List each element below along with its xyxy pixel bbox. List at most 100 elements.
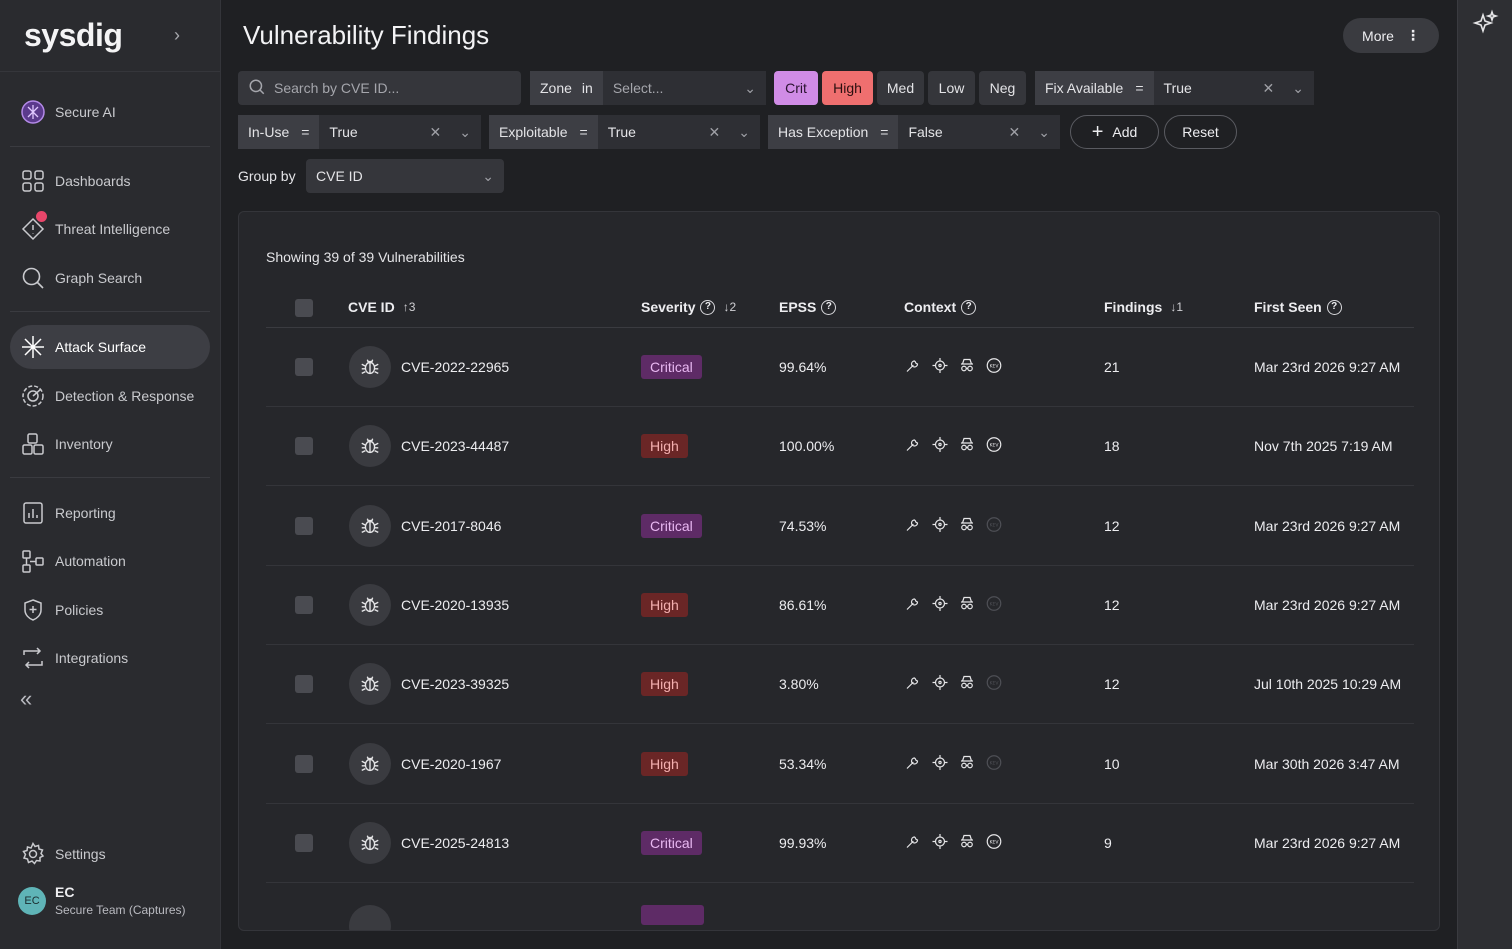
wrench-fix-icon[interactable] bbox=[904, 674, 922, 695]
column-epss[interactable]: EPSS ? bbox=[779, 299, 837, 315]
sidebar-item-reporting[interactable]: Reporting bbox=[10, 491, 210, 535]
table-row[interactable]: CVE-2020-13935 High 86.61% KEV 12 Mar 23rd 20… bbox=[266, 566, 1414, 645]
wrench-fix-icon[interactable] bbox=[904, 357, 922, 378]
chevron-down-icon[interactable]: ⌄ bbox=[459, 123, 471, 140]
add-filter-button[interactable]: + Add bbox=[1070, 115, 1159, 149]
close-icon[interactable]: ✕ bbox=[1262, 79, 1275, 96]
target-exploitable-icon[interactable] bbox=[931, 753, 949, 774]
column-findings[interactable]: Findings ↓1 bbox=[1104, 299, 1183, 315]
spy-in-use-icon[interactable] bbox=[958, 515, 976, 536]
wrench-fix-icon[interactable] bbox=[904, 515, 922, 536]
spy-in-use-icon[interactable] bbox=[958, 357, 976, 378]
has-exception-value[interactable]: False ✕ ⌄ bbox=[898, 115, 1060, 149]
chevron-down-icon[interactable]: ⌄ bbox=[1038, 123, 1050, 140]
spy-in-use-icon[interactable] bbox=[958, 436, 976, 457]
wrench-fix-icon[interactable] bbox=[904, 594, 922, 615]
table-row[interactable]: CVE-2017-8046 Critical 74.53% KEV 12 Mar 23rd… bbox=[266, 487, 1414, 566]
help-icon[interactable]: ? bbox=[700, 299, 716, 315]
checkbox[interactable] bbox=[295, 595, 313, 614]
zone-filter[interactable]: Zone in Select... ⌄ bbox=[530, 71, 766, 105]
close-icon[interactable]: ✕ bbox=[1008, 123, 1021, 140]
exploitable-filter[interactable]: Exploitable = True ✕ ⌄ bbox=[489, 115, 760, 149]
severity-chip-med[interactable]: Med bbox=[877, 71, 924, 105]
target-exploitable-icon[interactable] bbox=[931, 594, 949, 615]
collapse-sidebar-icon[interactable]: « bbox=[20, 686, 33, 711]
row-checkbox[interactable] bbox=[295, 833, 313, 852]
zone-select[interactable]: Select... ⌄ bbox=[602, 71, 766, 105]
in-use-filter[interactable]: In-Use = True ✕ ⌄ bbox=[238, 115, 481, 149]
close-icon[interactable]: ✕ bbox=[708, 123, 721, 140]
select-all-checkbox[interactable] bbox=[295, 299, 313, 317]
severity-chip-neg[interactable]: Neg bbox=[979, 71, 1026, 105]
wrench-fix-icon[interactable] bbox=[904, 753, 922, 774]
target-exploitable-icon[interactable] bbox=[931, 832, 949, 853]
sparkle-ai-icon[interactable] bbox=[1472, 9, 1500, 40]
sidebar-item-threat-intelligence[interactable]: Threat Intelligence bbox=[10, 207, 210, 251]
target-exploitable-icon[interactable] bbox=[931, 515, 949, 536]
cve-id-link[interactable]: CVE-2022-22965 bbox=[401, 359, 510, 375]
cve-id-link[interactable]: CVE-2017-8046 bbox=[401, 517, 502, 534]
spy-in-use-icon[interactable] bbox=[958, 832, 976, 853]
checkbox[interactable] bbox=[295, 833, 313, 852]
checkbox[interactable] bbox=[295, 437, 313, 456]
chevron-down-icon[interactable]: ⌄ bbox=[744, 79, 756, 96]
help-icon[interactable]: ? bbox=[821, 299, 837, 315]
sidebar-item-inventory[interactable]: Inventory bbox=[10, 422, 210, 466]
column-context[interactable]: Context ? bbox=[904, 299, 977, 315]
row-checkbox[interactable] bbox=[295, 437, 313, 456]
spy-in-use-icon[interactable] bbox=[958, 753, 976, 774]
has-exception-filter[interactable]: Has Exception = False ✕ ⌄ bbox=[768, 115, 1060, 149]
close-icon[interactable]: ✕ bbox=[429, 123, 442, 140]
exploitable-value[interactable]: True ✕ ⌄ bbox=[597, 115, 760, 149]
in-use-value[interactable]: True ✕ ⌄ bbox=[319, 115, 481, 149]
user-profile[interactable]: EC EC Secure Team (Captures) bbox=[18, 884, 186, 917]
table-row[interactable]: CVE-2023-44487 High 100.00% KEV 18 Nov 7th 20… bbox=[266, 407, 1414, 487]
checkbox[interactable] bbox=[295, 358, 313, 376]
target-exploitable-icon[interactable] bbox=[931, 436, 949, 457]
kev-icon[interactable]: KEV bbox=[985, 515, 1003, 536]
column-cve-id[interactable]: CVE ID ↑3 bbox=[348, 299, 415, 315]
sidebar-item-integrations[interactable]: Integrations bbox=[10, 636, 210, 680]
table-row[interactable]: CVE-2023-39325 High 3.80% KEV 12 Jul 10th 202… bbox=[266, 645, 1414, 725]
cve-id-link[interactable]: CVE-2023-39325 bbox=[401, 676, 510, 693]
checkbox[interactable] bbox=[295, 516, 313, 535]
column-first-seen[interactable]: First Seen ? bbox=[1254, 299, 1342, 315]
checkbox[interactable] bbox=[295, 675, 313, 694]
row-checkbox[interactable] bbox=[295, 595, 313, 614]
kev-icon[interactable]: KEV bbox=[985, 832, 1003, 853]
cve-id-link[interactable]: CVE-2023-44487 bbox=[401, 438, 510, 455]
kev-icon[interactable]: KEV bbox=[985, 674, 1003, 695]
target-exploitable-icon[interactable] bbox=[931, 674, 949, 695]
sidebar-item-policies[interactable]: Policies bbox=[10, 588, 210, 632]
checkbox[interactable] bbox=[295, 754, 313, 773]
sidebar-item-automation[interactable]: Automation bbox=[10, 539, 210, 583]
sidebar-item-secure-ai[interactable]: Secure AI bbox=[10, 90, 210, 134]
cve-id-link[interactable]: CVE-2020-1967 bbox=[401, 755, 502, 772]
wrench-fix-icon[interactable] bbox=[904, 832, 922, 853]
spy-in-use-icon[interactable] bbox=[958, 674, 976, 695]
spy-in-use-icon[interactable] bbox=[958, 594, 976, 615]
fix-available-filter[interactable]: Fix Available = True ✕ ⌄ bbox=[1035, 71, 1314, 105]
chevron-down-icon[interactable]: ⌄ bbox=[738, 123, 750, 140]
row-checkbox[interactable] bbox=[295, 358, 313, 376]
sidebar-item-attack-surface[interactable]: Attack Surface bbox=[10, 325, 210, 369]
kev-icon[interactable]: KEV bbox=[985, 753, 1003, 774]
chevron-down-icon[interactable]: ⌄ bbox=[1292, 79, 1304, 96]
sysdig-logo[interactable]: sysdig bbox=[24, 17, 123, 53]
kev-icon[interactable]: KEV bbox=[985, 436, 1003, 457]
kev-icon[interactable]: KEV bbox=[985, 357, 1003, 378]
table-row[interactable]: CVE-2022-22965 Critical 99.64% KEV 21 Mar 23r… bbox=[266, 328, 1414, 407]
fix-available-value[interactable]: True ✕ ⌄ bbox=[1153, 71, 1314, 105]
cve-id-link[interactable]: CVE-2020-13935 bbox=[401, 596, 510, 613]
help-icon[interactable]: ? bbox=[961, 299, 977, 315]
help-icon[interactable]: ? bbox=[1326, 299, 1342, 315]
table-row[interactable]: CVE-2025-24813 Critical 99.93% KEV 9 Mar 23rd… bbox=[266, 804, 1414, 883]
sidebar-item-dashboards[interactable]: Dashboards bbox=[10, 159, 210, 203]
expand-chevron-icon[interactable]: › bbox=[174, 25, 180, 45]
row-checkbox[interactable] bbox=[295, 675, 313, 694]
checkbox[interactable] bbox=[295, 299, 313, 317]
table-row[interactable]: CVE-2020-1967 High 53.34% KEV 10 Mar 30th 202… bbox=[266, 725, 1414, 804]
severity-chip-high[interactable]: High bbox=[822, 71, 873, 105]
severity-chip-crit[interactable]: Crit bbox=[774, 71, 818, 105]
row-checkbox[interactable] bbox=[295, 754, 313, 773]
